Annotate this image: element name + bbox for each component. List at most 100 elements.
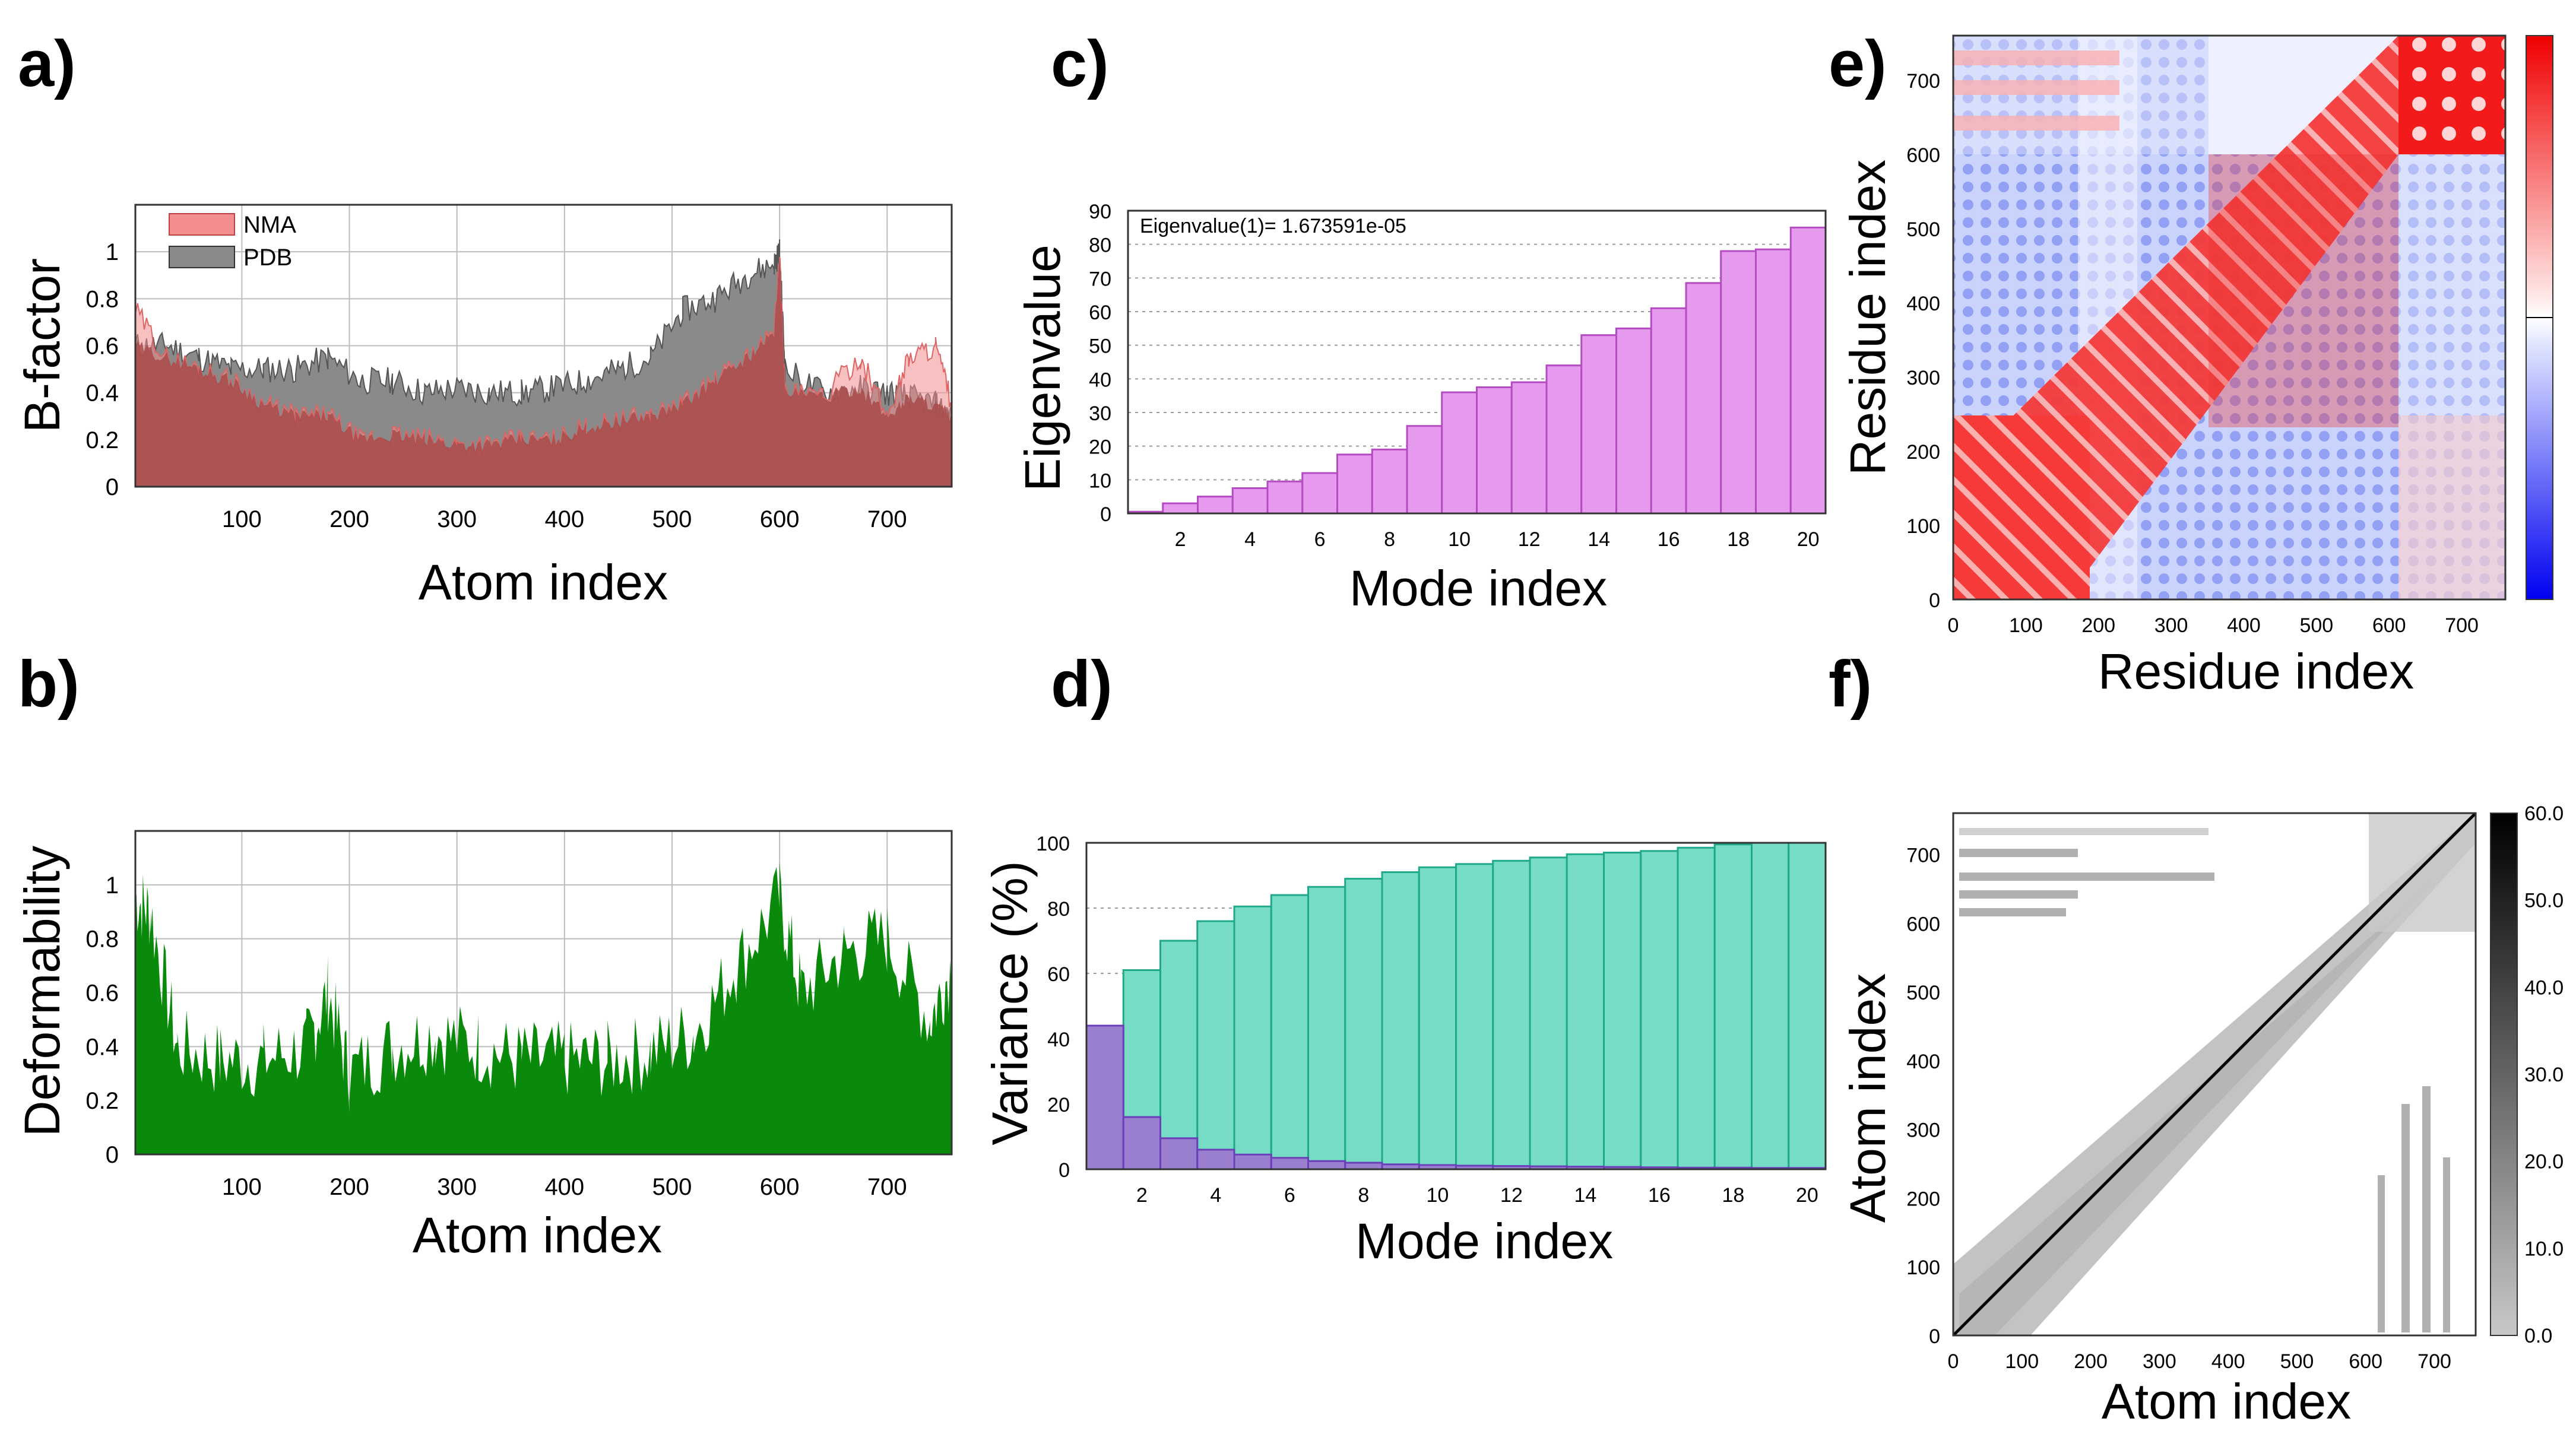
y-tick-label: 60 bbox=[1089, 302, 1111, 324]
bar-mode-8 bbox=[1371, 448, 1408, 515]
bar-cumulative-15 bbox=[1603, 852, 1642, 1170]
diagonal-line bbox=[1952, 812, 2477, 1337]
bar-mode-18 bbox=[1720, 250, 1757, 515]
legend-label-nma: NMA bbox=[243, 212, 296, 238]
x-axis-title: Residue index bbox=[2098, 643, 2414, 699]
x-tick-label: 700 bbox=[867, 506, 907, 532]
y-tick-label: 600 bbox=[1906, 913, 1940, 935]
x-tick-label: 0 bbox=[1948, 1350, 1959, 1373]
y-tick-label: 0.4 bbox=[85, 1034, 119, 1060]
y-tick-label: 0.8 bbox=[85, 926, 119, 953]
y-tick-label: 0.6 bbox=[85, 981, 119, 1007]
bar-individual-3 bbox=[1159, 1137, 1199, 1170]
x-tick-label: 500 bbox=[652, 506, 692, 532]
y-tick-label: 300 bbox=[1906, 1119, 1940, 1142]
bar-mode-2 bbox=[1162, 502, 1199, 515]
y-axis-title: Variance (%) bbox=[982, 861, 1038, 1145]
x-tick-label: 400 bbox=[544, 1174, 584, 1200]
bar-cumulative-10 bbox=[1418, 866, 1457, 1170]
x-tick-label: 2 bbox=[1175, 528, 1186, 551]
y-tick-label: 100 bbox=[1906, 515, 1940, 538]
bar-individual-7 bbox=[1307, 1160, 1346, 1170]
bar-cumulative-13 bbox=[1529, 856, 1568, 1170]
x-tick-label: 100 bbox=[2005, 1350, 2039, 1373]
x-tick-label: 18 bbox=[1722, 1184, 1744, 1207]
x-tick-label: 300 bbox=[2143, 1350, 2176, 1373]
series-deformability-area bbox=[135, 862, 952, 1154]
panel-label-e: e) bbox=[1829, 27, 1887, 100]
y-tick-label: 0 bbox=[1929, 589, 1940, 612]
bar-cumulative-19 bbox=[1751, 842, 1790, 1170]
x-axis-title: Atom index bbox=[2102, 1373, 2351, 1429]
x-tick-label: 16 bbox=[1648, 1184, 1671, 1207]
y-tick-label: 0 bbox=[1929, 1325, 1940, 1348]
y-axis-title: Atom index bbox=[1840, 973, 1896, 1223]
bar-mode-20 bbox=[1789, 226, 1827, 515]
x-tick-label: 6 bbox=[1284, 1184, 1295, 1207]
bar-mode-17 bbox=[1685, 282, 1722, 515]
x-tick-label: 200 bbox=[2081, 614, 2115, 637]
y-tick-label: 200 bbox=[1906, 441, 1940, 464]
x-axis-title: Atom index bbox=[419, 554, 668, 610]
y-tick-label: 1 bbox=[106, 239, 119, 265]
x-tick-label: 12 bbox=[1518, 528, 1541, 551]
y-tick-label: 60 bbox=[1047, 963, 1070, 986]
colorbar-tick-label: 20.0 bbox=[2524, 1151, 2564, 1173]
colorbar-tick-label: 0.0 bbox=[2524, 1325, 2552, 1347]
y-tick-label: 20 bbox=[1089, 436, 1111, 459]
x-tick-label: 4 bbox=[1244, 528, 1256, 551]
bar-mode-19 bbox=[1755, 248, 1792, 515]
x-tick-label: 600 bbox=[2349, 1350, 2382, 1373]
y-tick-label: 80 bbox=[1089, 234, 1111, 257]
x-tick-label: 400 bbox=[544, 506, 584, 532]
x-tick-label: 8 bbox=[1384, 528, 1395, 551]
y-tick-label: 0.2 bbox=[85, 427, 119, 453]
bar-cumulative-8 bbox=[1344, 878, 1383, 1170]
x-axis-title: Atom index bbox=[413, 1207, 662, 1263]
x-tick-label: 500 bbox=[652, 1174, 692, 1200]
y-axis-title: Eigenvalue bbox=[1015, 245, 1070, 491]
y-tick-label: 600 bbox=[1906, 144, 1940, 167]
panel-label-c: c) bbox=[1051, 27, 1109, 100]
panel-label-d: d) bbox=[1051, 648, 1113, 721]
panel-label-a: a) bbox=[18, 27, 76, 100]
x-tick-label: 300 bbox=[2154, 614, 2188, 637]
bar-mode-14 bbox=[1580, 334, 1617, 515]
y-tick-label: 80 bbox=[1047, 898, 1070, 921]
bar-mode-7 bbox=[1336, 453, 1373, 515]
chart-b-deformability: 100 200 300 400 500 600 700 0 0.2 0.4 0.6 0.8 1 Atom… bbox=[14, 830, 953, 1263]
y-tick-label: 40 bbox=[1089, 369, 1111, 391]
x-tick-label: 12 bbox=[1500, 1184, 1523, 1207]
chart-f-contact-map: 0 100 200 300 400 500 600 700 0 100 200 300 400 500 60… bbox=[1840, 802, 2564, 1429]
y-axis-title: B-factor bbox=[14, 258, 70, 433]
legend-swatch-nma bbox=[169, 213, 235, 236]
bar-mode-3 bbox=[1197, 496, 1234, 515]
panel-label-f: f) bbox=[1829, 648, 1872, 721]
legend-swatch-pdb bbox=[169, 246, 235, 268]
y-axis-title: Deformability bbox=[14, 846, 70, 1137]
y-tick-label: 0.4 bbox=[85, 380, 119, 407]
x-tick-label: 400 bbox=[2211, 1350, 2245, 1373]
bar-cumulative-14 bbox=[1566, 853, 1605, 1170]
y-tick-label: 300 bbox=[1906, 367, 1940, 389]
colorbar-tick-label: 40.0 bbox=[2524, 976, 2564, 999]
bar-mode-16 bbox=[1650, 307, 1687, 515]
colorbar-tick-label: 60.0 bbox=[2524, 802, 2564, 825]
bar-cumulative-18 bbox=[1713, 843, 1753, 1170]
bar-individual-5 bbox=[1233, 1153, 1272, 1170]
bar-cumulative-9 bbox=[1381, 871, 1420, 1170]
x-tick-label: 600 bbox=[760, 1174, 800, 1200]
y-tick-label: 100 bbox=[1906, 1257, 1940, 1279]
legend-label-pdb: PDB bbox=[243, 245, 292, 271]
bar-mode-9 bbox=[1406, 425, 1443, 515]
bar-cumulative-7 bbox=[1307, 886, 1346, 1170]
x-tick-label: 6 bbox=[1314, 528, 1326, 551]
y-tick-label: 70 bbox=[1089, 268, 1111, 290]
y-tick-label: 500 bbox=[1906, 982, 1940, 1004]
y-tick-label: 20 bbox=[1047, 1094, 1070, 1116]
heatmap-residue-correlation bbox=[1953, 36, 2505, 599]
x-tick-label: 4 bbox=[1210, 1184, 1221, 1207]
bar-mode-10 bbox=[1441, 391, 1478, 515]
